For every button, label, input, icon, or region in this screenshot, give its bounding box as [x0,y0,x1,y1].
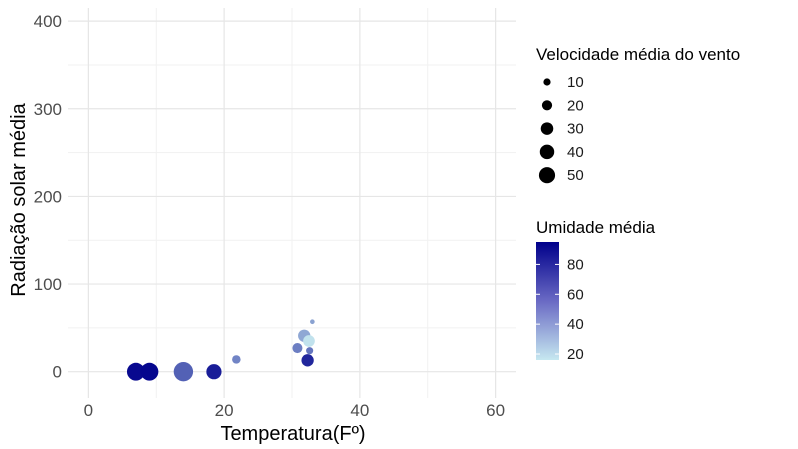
points-layer [126,319,315,382]
x-tick-labels: 0 20 40 60 [84,401,505,420]
size-legend-label: 40 [567,144,584,161]
size-legend-key [540,122,554,135]
color-legend: Umidade média 20 40 60 80 [536,218,656,363]
x-axis-title: Temperatura(Fº) [220,423,365,445]
data-point [292,343,303,354]
x-tick-label: 60 [486,401,505,420]
y-tick-label: 0 [53,363,62,382]
y-axis-title: Radiação solar média [8,102,30,296]
colorbar-label: 80 [567,256,584,273]
data-point [301,354,314,367]
size-legend-title: Velocidade média do vento [536,45,740,64]
data-point [303,335,315,347]
data-point [206,364,222,380]
size-legend-label: 20 [567,97,584,114]
data-point [232,355,241,364]
size-legend-key [543,78,551,86]
x-tick-label: 0 [84,401,93,420]
data-point [306,347,314,355]
colorbar-label: 60 [567,286,584,303]
y-tick-label: 300 [34,100,62,119]
y-tick-label: 400 [34,12,62,31]
size-legend: Velocidade média do vento 10 20 30 40 50 [536,45,740,184]
data-point [126,362,145,381]
y-tick-label: 100 [34,275,62,294]
data-point [140,362,159,381]
colorbar-label: 40 [567,316,584,333]
colorbar [536,242,559,360]
data-point [173,362,194,382]
size-legend-label: 10 [567,74,584,91]
size-legend-label: 30 [567,121,584,138]
colorbar-label: 20 [567,346,584,363]
size-legend-key [541,100,553,111]
data-point [310,319,315,325]
grid [68,8,516,398]
x-tick-label: 40 [350,401,369,420]
size-legend-key [539,144,555,160]
x-tick-label: 20 [215,401,234,420]
size-legend-label: 50 [567,167,584,184]
y-tick-label: 200 [34,187,62,206]
size-legend-key [538,167,556,184]
color-legend-title: Umidade média [536,218,656,237]
y-tick-labels: 0 100 200 300 400 [34,12,62,382]
